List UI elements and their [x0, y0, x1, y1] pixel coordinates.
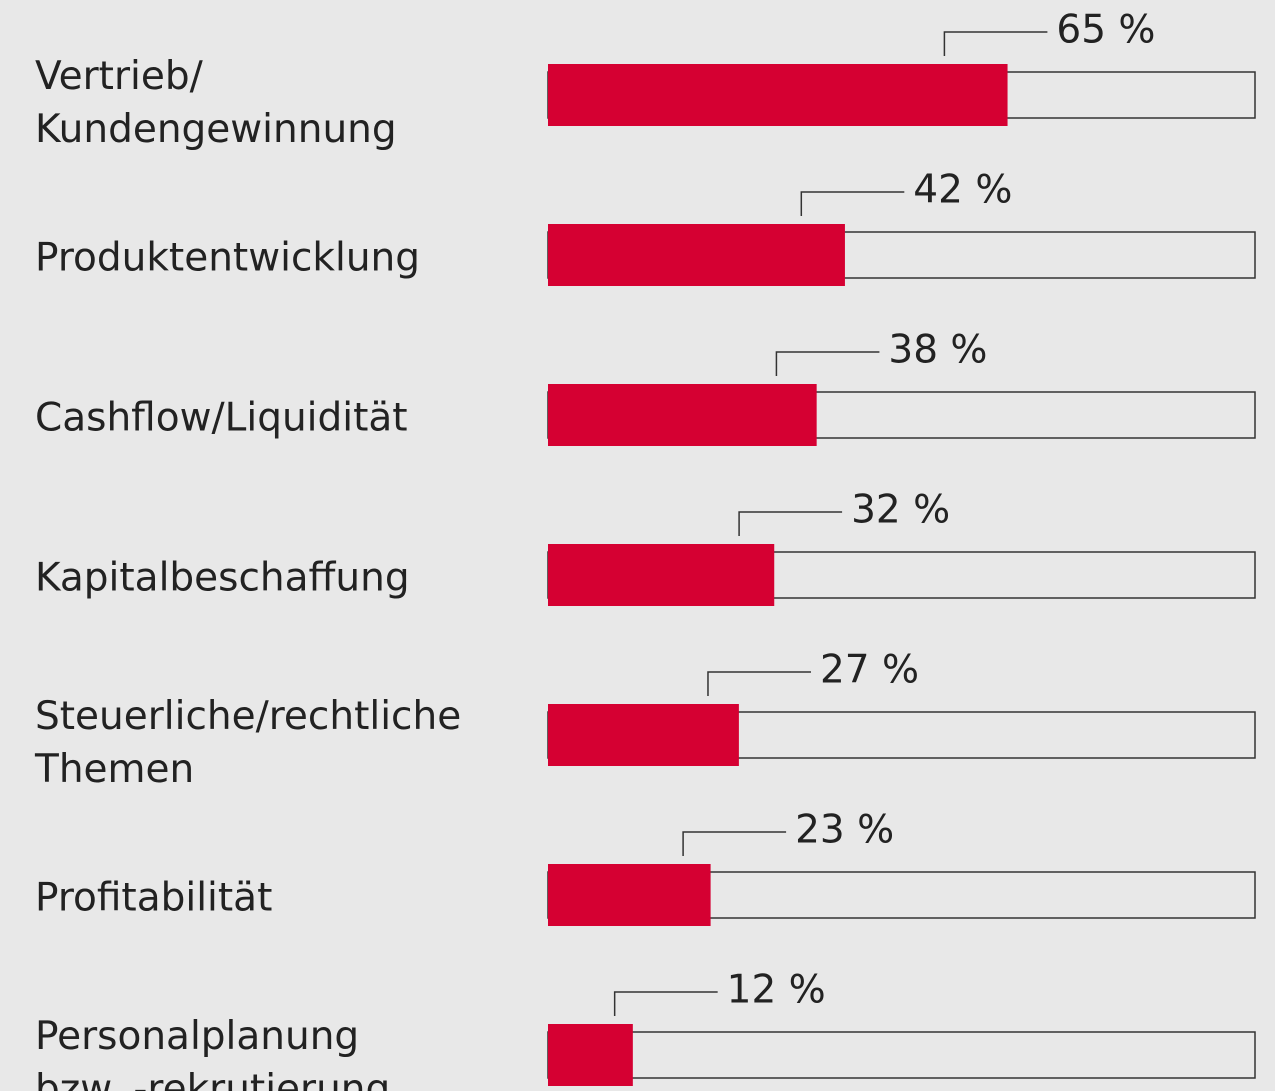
- category-label: Produktentwicklung: [35, 236, 420, 281]
- category-label: Kapitalbeschaffung: [35, 556, 410, 601]
- bar-track: [547, 1031, 1256, 1079]
- category-label: bzw. -rekrutierung: [35, 1067, 390, 1091]
- leader-line: [738, 511, 843, 536]
- value-label: 38 %: [888, 328, 987, 373]
- category-label: Kundengewinnung: [35, 107, 397, 152]
- value-label: 32 %: [851, 488, 950, 533]
- value-label: 42 %: [913, 168, 1012, 213]
- leader-line: [682, 831, 787, 856]
- bar: [548, 384, 817, 446]
- bar: [548, 224, 845, 286]
- bar: [548, 704, 739, 766]
- category-label: Cashflow/Liquidität: [35, 396, 408, 441]
- leader-line: [943, 31, 1048, 56]
- category-label: Vertrieb/: [35, 54, 204, 99]
- bar: [548, 544, 775, 606]
- bar: [548, 864, 711, 926]
- leader-line: [707, 671, 811, 696]
- value-label: 65 %: [1056, 8, 1155, 53]
- category-label: Themen: [34, 747, 194, 792]
- bar: [548, 64, 1008, 126]
- bar: [548, 1024, 633, 1086]
- value-label: 12 %: [727, 968, 826, 1013]
- category-label: Steuerliche/rechtliche: [35, 694, 461, 739]
- category-label: Personalplanung: [35, 1014, 359, 1059]
- leader-line: [775, 351, 880, 376]
- value-label: 27 %: [820, 648, 919, 693]
- leader-line: [800, 191, 905, 216]
- value-label: 23 %: [795, 808, 894, 853]
- category-label: Profitabilität: [35, 876, 272, 921]
- leader-line: [613, 991, 718, 1016]
